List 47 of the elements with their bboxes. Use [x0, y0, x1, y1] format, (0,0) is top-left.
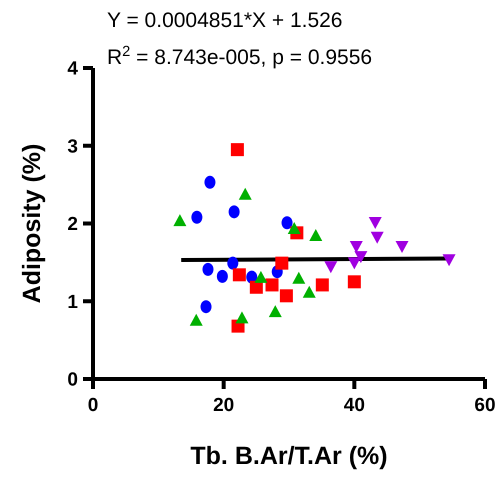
y-tick-label: 0	[67, 370, 78, 391]
point	[266, 278, 279, 292]
point	[232, 268, 246, 282]
point	[190, 314, 203, 326]
point	[396, 241, 409, 254]
point	[254, 270, 268, 283]
point	[350, 241, 363, 254]
point	[228, 205, 240, 218]
x-tick-label: 40	[344, 395, 365, 416]
point	[216, 270, 228, 283]
annotation: R$^{2}$ = 8.743e-005, p = 0.9556	[107, 44, 372, 69]
point	[200, 300, 212, 314]
point	[280, 289, 293, 302]
point	[250, 280, 263, 294]
point	[288, 222, 301, 234]
point	[348, 257, 361, 270]
point	[275, 256, 288, 270]
point	[202, 262, 214, 276]
point	[204, 176, 216, 189]
point	[316, 278, 329, 292]
text: Y = 0.0004851*X + 1.526	[107, 9, 342, 32]
point	[302, 286, 316, 298]
y-tick-label: 3	[67, 136, 78, 158]
point	[268, 305, 282, 318]
point	[238, 188, 252, 200]
point	[191, 210, 202, 224]
y-tick-label: 2	[67, 214, 78, 236]
point	[230, 143, 244, 156]
point	[292, 272, 306, 284]
point	[235, 311, 248, 324]
x-tick-label: 60	[474, 395, 496, 416]
y-tick-label: 1	[67, 292, 78, 313]
point	[368, 216, 382, 229]
y-axis-title: Adiposity (%)	[18, 144, 46, 304]
point	[309, 228, 322, 241]
point	[227, 256, 238, 270]
x-tick-label: 20	[213, 395, 234, 416]
point	[173, 214, 186, 226]
y-tick-label: 4	[67, 58, 78, 80]
point	[348, 275, 361, 288]
point	[324, 261, 338, 274]
x-tick-label: 0	[88, 395, 98, 416]
point	[282, 216, 293, 230]
point	[370, 232, 384, 244]
x-axis-title: Tb. B.Ar/T.Ar (%)	[190, 442, 388, 470]
point	[442, 254, 456, 266]
point	[354, 251, 368, 264]
